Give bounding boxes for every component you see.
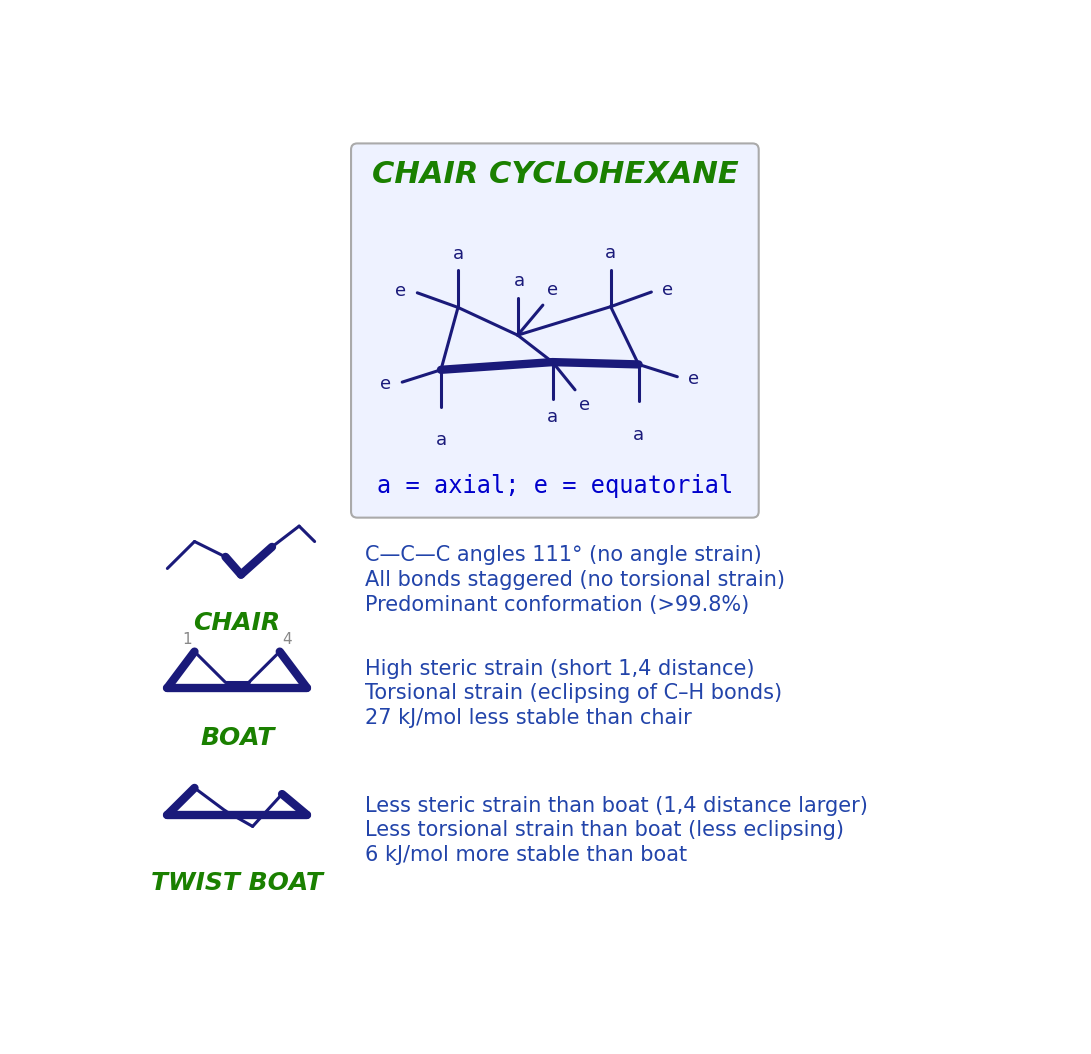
- Text: 27 kJ/mol less stable than chair: 27 kJ/mol less stable than chair: [365, 708, 692, 728]
- Text: Less torsional strain than boat (less eclipsing): Less torsional strain than boat (less ec…: [365, 820, 844, 840]
- Text: 1: 1: [182, 632, 192, 647]
- Text: All bonds staggered (no torsional strain): All bonds staggered (no torsional strain…: [365, 570, 786, 590]
- Text: e: e: [381, 375, 392, 393]
- Text: High steric strain (short 1,4 distance): High steric strain (short 1,4 distance): [365, 659, 755, 679]
- Text: e: e: [579, 396, 590, 414]
- FancyBboxPatch shape: [351, 143, 758, 518]
- Text: a: a: [514, 273, 525, 291]
- Text: 4: 4: [283, 632, 292, 647]
- Text: e: e: [688, 370, 699, 388]
- Text: a: a: [547, 408, 559, 426]
- Text: Torsional strain (eclipsing of C–H bonds): Torsional strain (eclipsing of C–H bonds…: [365, 683, 782, 703]
- Text: Predominant conformation (>99.8%): Predominant conformation (>99.8%): [365, 594, 750, 614]
- Text: CHAIR: CHAIR: [193, 611, 280, 635]
- Text: 6 kJ/mol more stable than boat: 6 kJ/mol more stable than boat: [365, 845, 687, 865]
- Text: TWIST BOAT: TWIST BOAT: [152, 871, 323, 895]
- Text: BOAT: BOAT: [200, 726, 274, 750]
- Text: e: e: [395, 282, 407, 300]
- Text: a: a: [606, 243, 616, 262]
- Text: e: e: [547, 281, 558, 299]
- Text: a: a: [453, 245, 464, 262]
- Text: CHAIR CYCLOHEXANE: CHAIR CYCLOHEXANE: [372, 160, 739, 190]
- Text: Less steric strain than boat (1,4 distance larger): Less steric strain than boat (1,4 distan…: [365, 796, 867, 816]
- Text: a: a: [435, 431, 446, 449]
- Text: a = axial; e = equatorial: a = axial; e = equatorial: [376, 473, 733, 497]
- Text: C—C—C angles 111° (no angle strain): C—C—C angles 111° (no angle strain): [365, 545, 762, 565]
- Text: e: e: [662, 281, 673, 299]
- Text: a: a: [633, 426, 644, 444]
